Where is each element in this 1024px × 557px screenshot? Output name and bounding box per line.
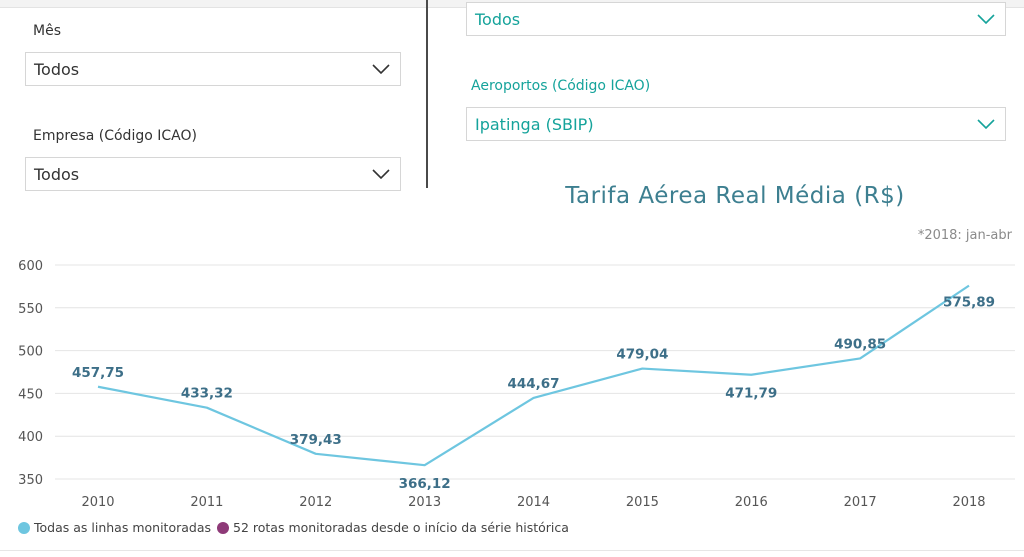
data-label: 471,79 xyxy=(725,386,777,402)
y-tick-label: 450 xyxy=(18,387,43,402)
y-tick-label: 400 xyxy=(18,430,43,445)
y-tick-label: 550 xyxy=(18,302,43,317)
empresa-dropdown[interactable]: Todos xyxy=(25,157,401,191)
data-label: 575,89 xyxy=(943,295,995,311)
chevron-down-icon xyxy=(977,14,995,24)
data-label: 444,67 xyxy=(507,376,559,392)
bottom-divider xyxy=(0,550,1024,551)
data-label: 379,43 xyxy=(290,432,342,448)
data-label: 490,85 xyxy=(834,336,886,352)
top-right-value: Todos xyxy=(475,9,521,29)
y-tick-label: 350 xyxy=(18,473,43,488)
legend-item[interactable]: 52 rotas monitoradas desde o início da s… xyxy=(217,520,569,535)
chevron-down-icon xyxy=(372,169,390,179)
legend-marker xyxy=(18,521,30,534)
filter-divider xyxy=(426,0,428,188)
legend-item[interactable]: Todas as linhas monitoradas xyxy=(18,520,211,535)
x-tick-label: 2017 xyxy=(844,495,877,510)
x-tick-label: 2012 xyxy=(299,495,332,510)
aeroportos-dropdown[interactable]: Ipatinga (SBIP) xyxy=(466,107,1006,141)
x-tick-label: 2011 xyxy=(190,495,223,510)
x-tick-label: 2014 xyxy=(517,495,550,510)
x-tick-label: 2018 xyxy=(952,495,985,510)
empresa-value: Todos xyxy=(34,164,80,184)
top-right-dropdown[interactable]: Todos xyxy=(466,2,1006,36)
chart-legend: Todas as linhas monitoradas 52 rotas moni… xyxy=(18,520,575,535)
y-tick-label: 500 xyxy=(18,345,43,360)
x-tick-label: 2013 xyxy=(408,495,441,510)
chevron-down-icon xyxy=(977,119,995,129)
empresa-label: Empresa (Código ICAO) xyxy=(33,128,197,144)
x-tick-label: 2015 xyxy=(626,495,659,510)
chevron-down-icon xyxy=(372,64,390,74)
series-line-todas xyxy=(97,284,970,467)
y-tick-label: 600 xyxy=(18,259,43,274)
mes-dropdown[interactable]: Todos xyxy=(25,52,401,86)
legend-label: Todas as linhas monitoradas xyxy=(34,520,211,535)
mes-value: Todos xyxy=(34,59,80,79)
aeroportos-label: Aeroportos (Código ICAO) xyxy=(471,78,651,94)
aeroportos-value: Ipatinga (SBIP) xyxy=(475,114,594,134)
x-tick-label: 2010 xyxy=(81,495,114,510)
data-label: 479,04 xyxy=(616,347,668,363)
mes-label: Mês xyxy=(33,23,61,39)
legend-label: 52 rotas monitoradas desde o início da s… xyxy=(233,520,569,535)
x-tick-label: 2016 xyxy=(735,495,768,510)
data-label: 433,32 xyxy=(181,386,233,402)
legend-marker xyxy=(217,521,229,534)
data-label: 457,75 xyxy=(72,365,124,381)
data-label: 366,12 xyxy=(399,476,451,492)
chart-title: Tarifa Aérea Real Média (R$) xyxy=(565,183,905,209)
chart-note: *2018: jan-abr xyxy=(917,228,1012,243)
line-chart: 350 400 450 500 550 600 2010 2011 2012 2013 2014 20… xyxy=(18,259,1015,510)
